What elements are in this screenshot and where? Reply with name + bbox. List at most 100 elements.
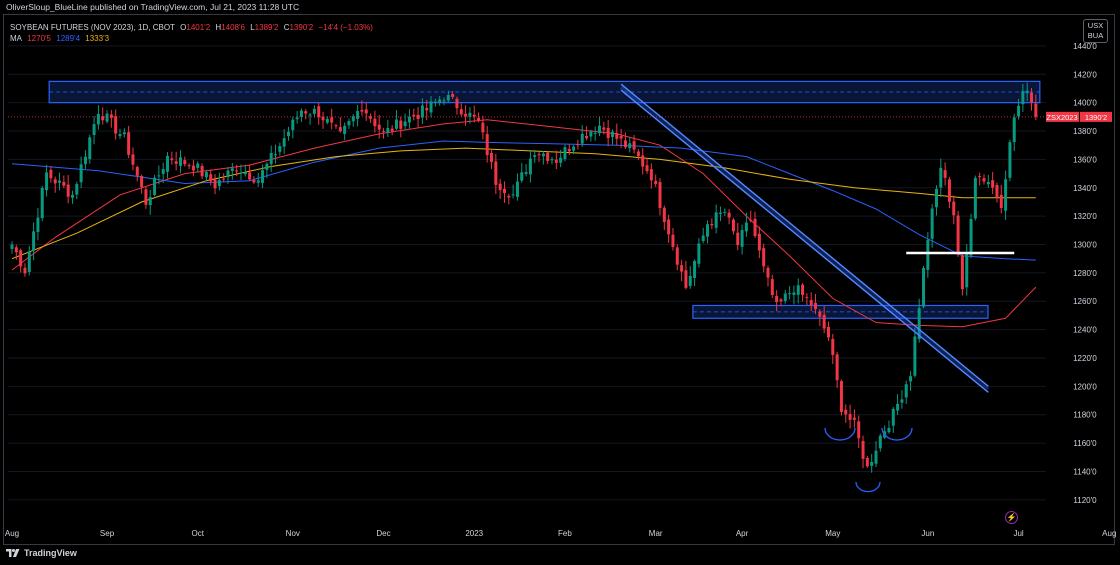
legend-ma-row: MA 1270'5 1289'4 1333'3 bbox=[10, 33, 376, 44]
candle-body bbox=[70, 194, 74, 198]
x-tick-label: Nov bbox=[286, 529, 300, 538]
candle-body bbox=[563, 147, 567, 159]
candle-body bbox=[805, 296, 809, 298]
candle-body bbox=[740, 230, 744, 247]
candle-body bbox=[459, 109, 463, 115]
candle-body bbox=[831, 338, 835, 355]
legend: SOYBEAN FUTURES (NOV 2023), 1D, CBOT O14… bbox=[10, 22, 376, 44]
candle-body bbox=[947, 179, 951, 202]
candle-body bbox=[822, 314, 826, 329]
candle-body bbox=[118, 134, 122, 137]
candle-body bbox=[1017, 105, 1021, 117]
candle-body bbox=[775, 295, 779, 303]
candle-body bbox=[779, 299, 783, 302]
candle-body bbox=[857, 421, 861, 439]
candle-body bbox=[183, 160, 187, 165]
candle-body bbox=[49, 169, 53, 179]
moving-average-line bbox=[11, 147, 1036, 260]
y-tick-label: 1200'0 bbox=[1073, 382, 1097, 391]
candle-body bbox=[96, 113, 100, 125]
x-tick-label: Feb bbox=[558, 529, 572, 538]
candle-body bbox=[580, 133, 584, 144]
candle-body bbox=[913, 336, 917, 376]
candle-body bbox=[360, 109, 364, 112]
candle-body bbox=[213, 179, 217, 189]
candle-body bbox=[619, 136, 623, 139]
y-tick-label: 1420'0 bbox=[1073, 70, 1097, 79]
candle-body bbox=[667, 219, 671, 235]
high-value: 1408'6 bbox=[221, 23, 245, 32]
candle-body bbox=[917, 308, 921, 340]
candle-body bbox=[783, 293, 787, 302]
candle-body bbox=[286, 131, 290, 137]
candle-body bbox=[848, 414, 852, 420]
candle-body bbox=[407, 116, 411, 123]
zones bbox=[48, 80, 1041, 319]
y-tick-label: 1320'0 bbox=[1073, 212, 1097, 221]
candle-body bbox=[904, 384, 908, 398]
candle-body bbox=[589, 131, 593, 137]
candle-body bbox=[325, 118, 329, 123]
x-tick-label: Jul bbox=[1013, 529, 1023, 538]
candle-body bbox=[969, 219, 973, 256]
x-tick-label: Jun bbox=[921, 529, 934, 538]
candle-body bbox=[79, 164, 83, 183]
candle-body bbox=[697, 243, 701, 264]
currency-unit-button[interactable]: USX BUA bbox=[1083, 19, 1108, 43]
candle-body bbox=[585, 135, 589, 139]
tradingview-logo-icon bbox=[6, 549, 20, 557]
candle-body bbox=[839, 381, 843, 412]
candle-body bbox=[852, 417, 856, 420]
candle-body bbox=[792, 292, 796, 295]
candle-body bbox=[429, 101, 433, 113]
candle-body bbox=[930, 208, 934, 239]
candle-body bbox=[274, 154, 278, 156]
candle-body bbox=[334, 125, 338, 127]
candle-body bbox=[999, 194, 1003, 208]
candle-body bbox=[684, 270, 688, 288]
open-value: 1401'2 bbox=[186, 23, 211, 32]
candle-body bbox=[481, 122, 485, 133]
candle-body bbox=[524, 172, 528, 174]
candle-body bbox=[796, 285, 800, 295]
candle-body bbox=[364, 109, 368, 114]
candle-body bbox=[654, 180, 658, 184]
change-value: −14'4 (−1.03%) bbox=[318, 23, 373, 32]
x-tick-label: Apr bbox=[736, 529, 749, 538]
candle-body bbox=[420, 105, 424, 118]
candle-body bbox=[1034, 103, 1038, 117]
candles bbox=[10, 82, 1038, 473]
candle-body bbox=[706, 224, 710, 237]
candle-body bbox=[278, 146, 282, 152]
lightning-bolt-icon[interactable]: ⚡ bbox=[1005, 511, 1018, 524]
candle-body bbox=[718, 212, 722, 214]
y-tick-label: 1300'0 bbox=[1073, 241, 1097, 250]
ma-label: MA bbox=[10, 34, 22, 43]
candle-body bbox=[122, 132, 126, 135]
candle-body bbox=[926, 239, 930, 270]
candle-body bbox=[174, 161, 178, 164]
candle-body bbox=[1025, 90, 1029, 94]
left-shoulder-arc bbox=[824, 427, 856, 441]
candle-body bbox=[874, 450, 878, 464]
x-tick-label: Dec bbox=[376, 529, 390, 538]
low-value: 1389'2 bbox=[254, 23, 279, 32]
candle-body bbox=[178, 157, 182, 166]
candle-body bbox=[909, 376, 913, 382]
candle-body bbox=[546, 152, 550, 161]
candle-body bbox=[645, 165, 649, 172]
candle-body bbox=[757, 233, 761, 251]
candle-body bbox=[403, 121, 407, 127]
candle-body bbox=[511, 194, 515, 196]
candle-body bbox=[900, 399, 904, 403]
candle-body bbox=[148, 197, 152, 206]
candle-body bbox=[433, 101, 437, 103]
candle-body bbox=[62, 181, 66, 186]
candle-body bbox=[485, 134, 489, 156]
candle-body bbox=[865, 457, 869, 467]
candle-body bbox=[671, 234, 675, 248]
y-tick-label: 1360'0 bbox=[1073, 155, 1097, 164]
candle-body bbox=[390, 128, 394, 132]
candle-body bbox=[809, 300, 813, 306]
